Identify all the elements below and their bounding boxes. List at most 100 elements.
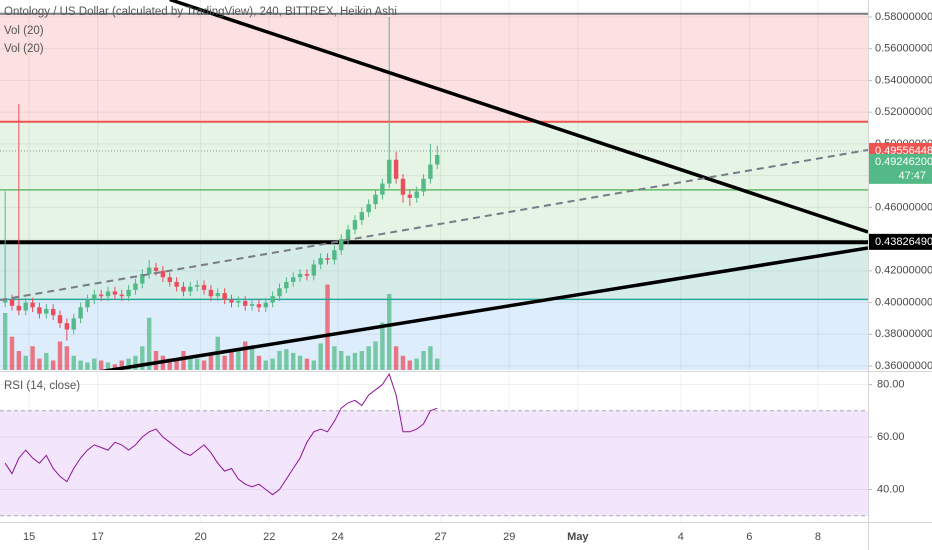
indicator-label: Vol (20) (4, 25, 44, 37)
volume-bar (30, 346, 35, 370)
volume-bar (105, 362, 111, 370)
volume-bar (380, 322, 385, 370)
candle-body (256, 304, 262, 308)
volume-bar (78, 360, 83, 370)
y-tick-label: 0.38000000 (875, 328, 932, 340)
x-tick-label: 6 (746, 531, 752, 543)
x-tick-label: 17 (92, 531, 104, 543)
candle-body (373, 194, 378, 205)
price-tag (869, 153, 932, 184)
x-tick-label: 29 (503, 531, 515, 543)
candle-body (435, 155, 440, 165)
candle-body (229, 299, 234, 303)
candle-body (380, 183, 385, 195)
candle-body (167, 277, 172, 282)
volume-bar (92, 358, 97, 370)
volume-bar (133, 355, 138, 370)
axes: 0.36000000 0.38000000 0.40000000 0.42000000… (23, 11, 932, 543)
candle-body (153, 267, 159, 271)
trendline (100, 246, 868, 370)
volume-bar (236, 349, 241, 370)
volume-bar (359, 351, 365, 370)
rsi-band (0, 410, 868, 516)
candle-body (50, 308, 56, 316)
volume-bar (208, 352, 214, 370)
volume-bar (85, 362, 90, 370)
volume-bar (400, 355, 406, 370)
chart-title: Ontology / US Dollar (calculated by Trad… (4, 6, 397, 18)
volume-bar (222, 355, 227, 370)
zone (0, 121, 868, 243)
candle-body (243, 300, 248, 306)
candle-body (85, 299, 90, 308)
volume-bar (366, 346, 371, 370)
price-tag (869, 233, 932, 250)
candle-body (37, 307, 42, 314)
volume-bar (126, 358, 131, 370)
volume-bar (277, 351, 282, 370)
candle-body (71, 318, 76, 330)
candle-body (194, 285, 200, 287)
x-tick-label: 24 (332, 531, 344, 543)
y-tick-label: 0.52000000 (875, 106, 932, 118)
volume-bar (304, 358, 310, 370)
volume-bar (393, 346, 399, 370)
volume-bar (325, 284, 330, 370)
candle-body (16, 305, 22, 311)
volume-bar (44, 352, 49, 370)
volume-bar (311, 360, 316, 370)
candle-body (9, 299, 15, 306)
candle-body (208, 289, 214, 297)
main-pane (0, 0, 868, 370)
candle-body (332, 250, 337, 260)
candle-body (146, 267, 152, 275)
candle-body (325, 258, 330, 260)
rsi-pane (0, 373, 868, 522)
candle-body (284, 281, 289, 289)
candle-body (249, 304, 255, 306)
volume-bar (153, 351, 159, 370)
candle-body (318, 258, 323, 265)
volume-bar (140, 346, 145, 370)
rsi-tick-label: 40.00 (877, 483, 905, 495)
countdown: 47:47 (898, 170, 926, 182)
volume-bar (188, 355, 193, 370)
y-tick-label: 0.56000000 (875, 43, 932, 55)
zone (0, 299, 868, 370)
price-tag-label: 0.49556448 (875, 145, 932, 157)
volume-bar (428, 346, 433, 370)
candle-body (291, 277, 296, 282)
volume-bar (119, 360, 124, 370)
candle-body (174, 281, 179, 287)
candle-body (30, 302, 35, 308)
candle-body (126, 289, 131, 297)
volume-bar (297, 355, 303, 370)
candle-body (105, 291, 111, 297)
candle-body (277, 288, 282, 297)
candle-body (112, 291, 118, 295)
volume-bar (270, 358, 275, 370)
x-tick-label: 22 (263, 531, 275, 543)
zone (0, 13, 868, 122)
volume-bar (194, 358, 200, 370)
volume-bar (373, 341, 378, 370)
y-tick-label: 0.42000000 (875, 265, 932, 277)
candle-body (387, 159, 392, 184)
volume-bar (201, 360, 207, 370)
volume-bar (98, 360, 104, 370)
volume-bar (291, 352, 296, 370)
volume-bar (2, 313, 8, 370)
x-tick-label: 27 (435, 531, 447, 543)
x-tick-label: 4 (678, 531, 684, 543)
candle-body (140, 274, 145, 284)
candle-body (160, 270, 166, 278)
volume-bar (64, 346, 70, 370)
candle-body (311, 264, 316, 276)
rsi-line (4, 373, 438, 496)
volume-bar (37, 358, 42, 370)
trendline (169, 0, 868, 234)
volume-bar (421, 351, 426, 370)
candle-body (119, 294, 124, 297)
volume-bar (284, 349, 289, 370)
price-tag-label: 0.43826490 (875, 236, 932, 248)
